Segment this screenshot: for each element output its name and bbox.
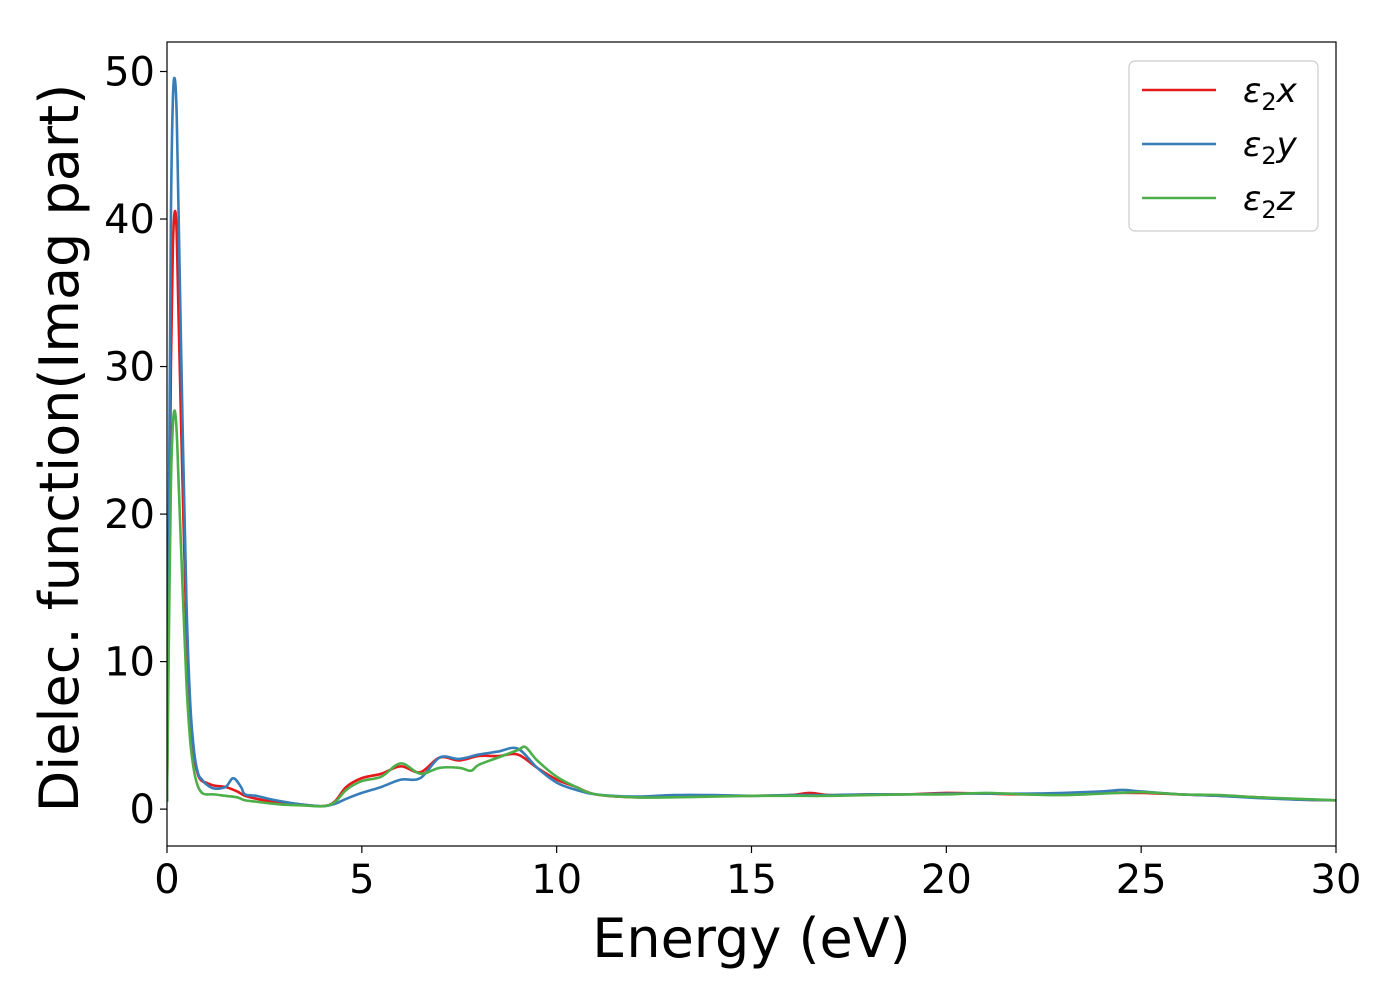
y-axis-title: Dielec. function(Imag part) — [28, 84, 91, 813]
x-tick-label: 0 — [154, 857, 179, 903]
x-tick-label: 10 — [531, 857, 582, 903]
series-line-z — [167, 409, 1336, 808]
y-tick-label: 10 — [104, 640, 155, 686]
legend-box — [1128, 60, 1319, 232]
x-axis-title: Energy (eV) — [592, 907, 911, 970]
y-tick-label: 30 — [104, 345, 155, 391]
y-tick-label: 40 — [104, 197, 155, 243]
x-axis: 0 5 10 15 20 25 30 — [154, 846, 1361, 903]
x-tick-label: 25 — [1116, 857, 1167, 903]
series-line-x — [167, 209, 1336, 808]
legend-label-y: ε2y — [1243, 125, 1298, 170]
legend: ε2x ε2y ε2z — [1128, 60, 1319, 232]
x-tick-label: 15 — [726, 857, 777, 903]
x-tick-label: 20 — [921, 857, 972, 903]
x-tick-label: 5 — [349, 857, 374, 903]
y-tick-label: 20 — [104, 492, 155, 538]
y-axis: 0 10 20 30 40 50 — [104, 50, 167, 833]
series-layer — [167, 76, 1336, 808]
y-tick-label: 50 — [104, 50, 155, 96]
legend-label-z: ε2z — [1243, 179, 1296, 224]
y-tick-label: 0 — [130, 787, 155, 833]
legend-label-x: ε2x — [1243, 71, 1298, 116]
x-tick-label: 30 — [1311, 857, 1362, 903]
